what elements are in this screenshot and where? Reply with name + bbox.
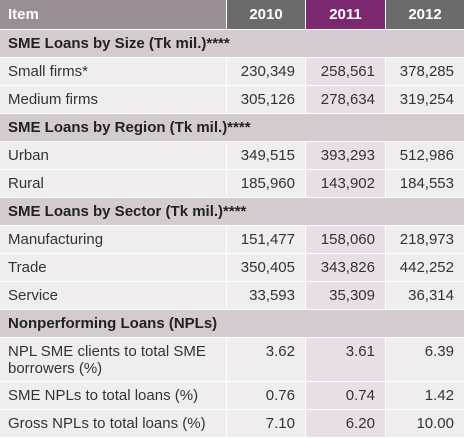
cell-value: 305,126 [227, 86, 306, 114]
cell-value: 349,515 [227, 142, 306, 170]
row-label: Trade [0, 254, 227, 282]
cell-value: 0.74 [306, 382, 386, 410]
row-label: SME NPLs to total loans (%) [0, 382, 227, 410]
cell-value: 319,254 [386, 86, 465, 114]
header-year: 2012 [386, 0, 465, 30]
cell-value: 0.76 [227, 382, 306, 410]
section-title: SME Loans by Region (Tk mil.)**** [0, 114, 465, 142]
row-label: Gross NPLs to total loans (%) [0, 410, 227, 438]
header-year: 2011 [306, 0, 386, 30]
cell-value: 1.42 [386, 382, 465, 410]
cell-value: 143,902 [306, 170, 386, 198]
row-label: Rural [0, 170, 227, 198]
cell-value: 3.62 [227, 338, 306, 382]
cell-value: 378,285 [386, 58, 465, 86]
cell-value: 230,349 [227, 58, 306, 86]
cell-value: 184,553 [386, 170, 465, 198]
cell-value: 278,634 [306, 86, 386, 114]
row-label: Medium firms [0, 86, 227, 114]
row-label: Service [0, 282, 227, 310]
section-title: SME Loans by Size (Tk mil.)**** [0, 30, 465, 58]
section-title: Nonperforming Loans (NPLs) [0, 310, 465, 338]
cell-value: 343,826 [306, 254, 386, 282]
cell-value: 393,293 [306, 142, 386, 170]
cell-value: 258,561 [306, 58, 386, 86]
cell-value: 35,309 [306, 282, 386, 310]
cell-value: 158,060 [306, 226, 386, 254]
section-title: SME Loans by Sector (Tk mil.)**** [0, 198, 465, 226]
cell-value: 36,314 [386, 282, 465, 310]
cell-value: 3.61 [306, 338, 386, 382]
cell-value: 6.39 [386, 338, 465, 382]
row-label: Urban [0, 142, 227, 170]
cell-value: 185,960 [227, 170, 306, 198]
cell-value: 350,405 [227, 254, 306, 282]
cell-value: 6.20 [306, 410, 386, 438]
cell-value: 442,252 [386, 254, 465, 282]
header-year: 2010 [227, 0, 306, 30]
header-item: Item [0, 0, 227, 30]
cell-value: 218,973 [386, 226, 465, 254]
row-label: Small firms* [0, 58, 227, 86]
cell-value: 7.10 [227, 410, 306, 438]
cell-value: 151,477 [227, 226, 306, 254]
row-label: Manufacturing [0, 226, 227, 254]
row-label: NPL SME clients to total SME borrowers (… [0, 338, 227, 382]
cell-value: 33,593 [227, 282, 306, 310]
cell-value: 512,986 [386, 142, 465, 170]
cell-value: 10.00 [386, 410, 465, 438]
